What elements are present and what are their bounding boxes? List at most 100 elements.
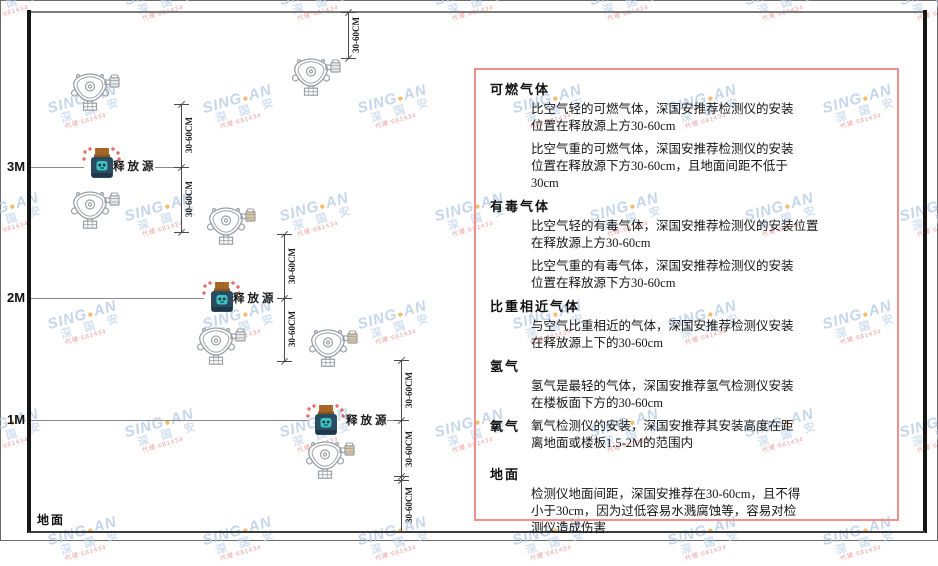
singoan-watermark: SING●AN深 国 安代理:681434 (898, 0, 938, 26)
singoan-watermark: SING●AN深 国 安代理:681434 (898, 405, 938, 458)
watermark-agent-text: 代理:681434 (916, 221, 938, 239)
watermark-brand-text: SING●AN (433, 0, 509, 9)
watermark-agent-text: 代理:681434 (684, 545, 728, 563)
panel-paragraph-line: 位置在释放源下方30-60cm (531, 276, 676, 290)
watermark-brand-text: SING●AN (897, 413, 938, 442)
gas-detector-icon (304, 439, 356, 479)
release-source-icon (306, 404, 346, 438)
watermark-brand-text: SING●AN (897, 197, 938, 226)
panel-paragraph-line: 小于30cm，因为过低容易水溅腐蚀等，容易对检 (531, 504, 797, 518)
release-source-icon (82, 147, 122, 181)
singoan-watermark: SING●AN深 国 安代理:681434 (201, 513, 282, 566)
watermark-brand-text: SING●AN (200, 81, 274, 118)
panel-paragraph: 比空气重的有毒气体，深国安推荐检测仪的安装 位置在释放源下方30-60cm (531, 258, 885, 292)
height-marker-line (31, 298, 204, 299)
watermark-agent-text: 代理:681434 (64, 545, 108, 563)
panel-paragraph-line: 30cm (531, 176, 559, 190)
watermark-brand-text: SING●AN (277, 189, 351, 226)
singoan-watermark: SING●AN深 国 安代理:681434 (433, 0, 514, 26)
watermark-agent-text: 代理:681434 (141, 221, 185, 239)
singoan-watermark: SING●AN深 国 安代理:681434 (743, 0, 824, 26)
watermark-subtitle-text: 深 国 安 (369, 95, 435, 125)
gas-detector-icon (290, 56, 342, 96)
height-marker-line (31, 420, 308, 421)
watermark-subtitle-text: 深 国 安 (446, 0, 512, 17)
watermark-brand-text: SING●AN (0, 0, 43, 9)
watermark-brand-text: SING●AN (0, 189, 41, 226)
panel-paragraph: 氢气是最轻的气体，深国安推荐氢气检测仪安装 在楼板面下方的30-60cm (531, 378, 885, 412)
watermark-brand-text: SING●AN (122, 405, 196, 442)
gas-detector-icon (307, 327, 359, 367)
release-source-icon (202, 281, 242, 315)
installation-guide-panel: 可燃气体 比空气轻的可燃气体，深国安推荐检测仪的安装 位置在释放源上方30-60cm… (474, 68, 899, 535)
panel-paragraph-line: 位置在释放源下方30-60cm，且地面间距不低于 (531, 159, 788, 173)
panel-section-heading: 氧气 (490, 419, 521, 434)
watermark-agent-text: 代理:681434 (219, 113, 263, 131)
watermark-subtitle-text: 深 国 安 (214, 95, 280, 125)
watermark-agent-text: 代理:681434 (219, 545, 263, 563)
watermark-agent-text: 代理:681434 (141, 437, 185, 455)
watermark-subtitle-text: 深 国 安 (369, 311, 435, 341)
watermark-brand-text: SING●AN (355, 297, 429, 334)
singoan-watermark: SING●AN深 国 安代理:681434 (0, 189, 48, 242)
panel-paragraph-line: 在楼板面下方的30-60cm (531, 396, 663, 410)
gas-detector-icon (69, 189, 121, 229)
panel-paragraph: 氧气检测仪的安装，深国安推荐其安装高度在距 离地面或楼板1.5-2M的范围内 (531, 418, 885, 452)
watermark-agent-text: 代理:681434 (0, 437, 30, 455)
panel-paragraph-line: 检测仪地面间距，深国安推荐在30-60cm，且不得 (531, 487, 801, 501)
release-source-label: 释放源 (346, 415, 390, 427)
dimension-line (401, 360, 402, 532)
height-marker-label-3m: 3M (7, 159, 26, 174)
panel-section-heading: 地面 (490, 467, 521, 482)
height-marker-label-2m: 2M (7, 290, 26, 305)
panel-paragraph-line: 离地面或楼板1.5-2M的范围内 (531, 436, 694, 450)
watermark-brand-text: SING●AN (588, 0, 664, 9)
panel-paragraph-line: 与空气比重相近的气体，深国安推荐检测仪安装 (531, 319, 794, 333)
panel-paragraph-line: 比空气重的有毒气体，深国安推荐检测仪的安装 (531, 259, 794, 273)
panel-section-heading: 有毒气体 (490, 199, 551, 214)
watermark-subtitle-text: 深 国 安 (59, 311, 125, 341)
dimension-label: 30-60CM (404, 372, 414, 408)
ground-label: 地面 (37, 513, 66, 527)
right-wall-line (923, 10, 927, 533)
dimension-label: 30-60CM (404, 487, 414, 523)
panel-paragraph-line: 氧气检测仪的安装，深国安推荐其安装高度在距 (531, 419, 794, 433)
watermark-brand-text: SING●AN (278, 0, 354, 9)
panel-paragraph: 与空气比重相近的气体，深国安推荐检测仪安装 在释放源上下的30-60cm (531, 318, 885, 352)
dimension-label: 30-60CM (184, 181, 194, 217)
watermark-brand-text: SING●AN (355, 81, 429, 118)
watermark-brand-text: SING●AN (743, 0, 819, 9)
panel-paragraph: 检测仪地面间距，深国安推荐在30-60cm，且不得 小于30cm，因为过低容易水溅… (531, 486, 885, 537)
panel-paragraph-line: 比空气轻的可燃气体，深国安推荐检测仪的安装 (531, 102, 794, 116)
dimension-label: 30-60CM (351, 17, 361, 53)
singoan-watermark: SING●AN深 国 安代理:681434 (0, 0, 48, 26)
release-source-label: 释放源 (113, 161, 157, 173)
watermark-agent-text: 代理:681434 (374, 545, 418, 563)
singoan-watermark: SING●AN深 国 安代理:681434 (356, 513, 437, 566)
height-marker-label-1m: 1M (7, 412, 26, 427)
watermark-agent-text: 代理:681434 (296, 221, 340, 239)
watermark-agent-text: 代理:681434 (374, 329, 418, 347)
panel-paragraph-line: 在释放源上下的30-60cm (531, 336, 663, 350)
singoan-watermark: SING●AN深 国 安代理:681434 (123, 0, 204, 26)
ground-line (28, 531, 925, 533)
panel-paragraph-line: 比空气轻的有毒气体，深国安推荐检测仪的安装位置 (531, 219, 819, 233)
singoan-watermark: SING●AN深 国 安代理:681434 (588, 0, 669, 26)
height-marker-line (31, 167, 84, 168)
watermark-agent-text: 代理:681434 (916, 437, 938, 455)
gas-detector-icon (205, 205, 257, 245)
watermark-agent-text: 代理:681434 (839, 545, 883, 563)
dimension-line (348, 12, 349, 58)
left-wall-line (27, 10, 31, 533)
watermark-subtitle-text: 深 国 安 (136, 0, 202, 17)
watermark-brand-text: SING●AN (123, 0, 199, 9)
watermark-agent-text: 代理:681434 (0, 221, 30, 239)
gas-detector-icon (69, 71, 121, 111)
panel-paragraph-line: 位置在释放源上方30-60cm (531, 119, 676, 133)
watermark-agent-text: 代理:681434 (64, 329, 108, 347)
